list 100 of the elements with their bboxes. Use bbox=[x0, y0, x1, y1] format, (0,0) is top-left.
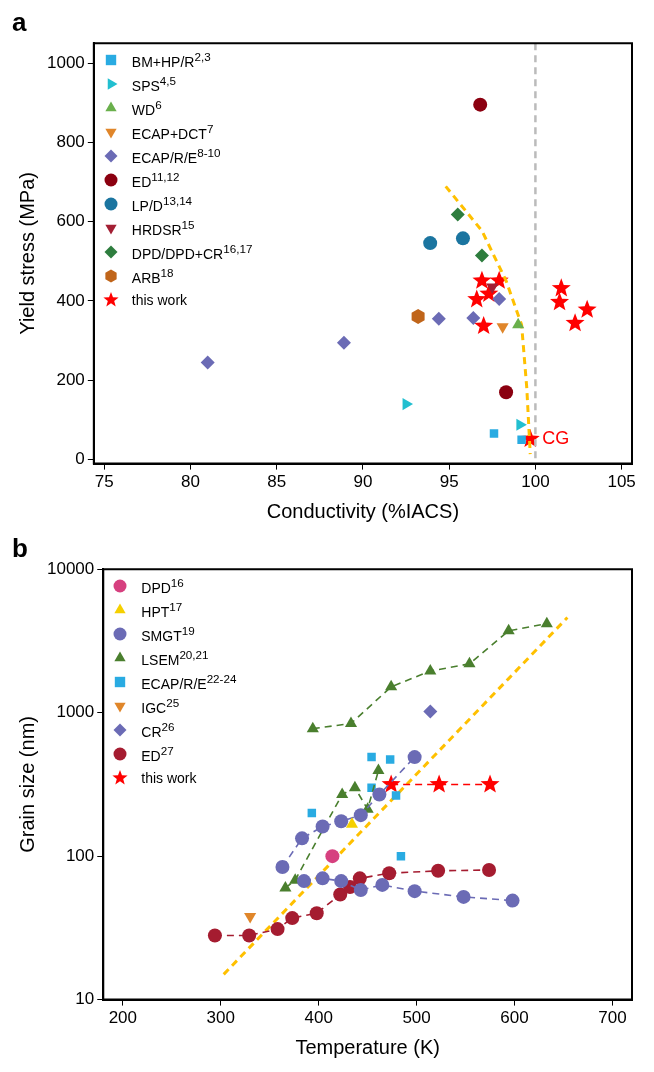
point bbox=[334, 874, 349, 889]
point bbox=[474, 248, 489, 263]
legend-label: WD$^{6}$ bbox=[131, 97, 162, 118]
legend-label: ECAP+DCT$^{7}$ bbox=[131, 121, 214, 142]
point bbox=[315, 819, 330, 834]
point bbox=[424, 664, 437, 675]
point bbox=[466, 311, 481, 326]
point bbox=[423, 704, 438, 719]
chart-title: b bbox=[12, 532, 28, 563]
point bbox=[565, 313, 585, 332]
x-tick-label: 75 bbox=[94, 472, 114, 492]
x-tick-label: 85 bbox=[267, 472, 287, 492]
point bbox=[382, 866, 397, 881]
point bbox=[315, 871, 330, 886]
point bbox=[550, 292, 570, 311]
x-tick-label: 700 bbox=[598, 1008, 627, 1028]
point bbox=[499, 385, 514, 400]
point bbox=[431, 311, 446, 326]
point bbox=[505, 893, 520, 908]
y-axis-title: Yield stress (MPa) bbox=[15, 172, 38, 335]
point bbox=[244, 912, 257, 924]
legend-label: SPS$^{4,5}$ bbox=[131, 73, 177, 94]
point bbox=[270, 922, 285, 937]
y-tick-label: 10000 bbox=[46, 558, 95, 578]
y-tick-label: 400 bbox=[56, 290, 85, 310]
x-tick-label: 105 bbox=[607, 472, 636, 492]
x-axis-title: Temperature (K) bbox=[295, 1035, 440, 1058]
point bbox=[336, 787, 349, 798]
point bbox=[431, 863, 446, 878]
y-tick-label: 800 bbox=[56, 132, 85, 152]
point bbox=[242, 928, 257, 943]
point bbox=[200, 355, 215, 370]
point bbox=[407, 884, 422, 899]
x-axis-title: Conductivity (%IACS) bbox=[266, 499, 460, 522]
legend-label: IGC$^{25}$ bbox=[141, 695, 180, 716]
point bbox=[489, 429, 499, 438]
legend-label: LSEM$^{20,21}$ bbox=[141, 647, 209, 668]
x-tick-label: 300 bbox=[206, 1008, 235, 1028]
y-axis-title: Grain size (nm) bbox=[15, 716, 38, 853]
x-tick-label: 100 bbox=[521, 472, 550, 492]
y-tick-label: 100 bbox=[65, 845, 95, 865]
y-tick-label: 1000 bbox=[46, 52, 85, 72]
point bbox=[577, 299, 597, 318]
point bbox=[474, 315, 494, 335]
point bbox=[372, 763, 385, 775]
point bbox=[551, 278, 571, 297]
legend-label: ECAP/R/E$^{22-24}$ bbox=[141, 671, 237, 692]
point bbox=[306, 721, 319, 733]
point bbox=[333, 887, 348, 902]
point bbox=[295, 831, 310, 846]
point bbox=[512, 317, 525, 329]
point bbox=[540, 616, 553, 628]
chart-title: a bbox=[12, 6, 27, 37]
y-tick-label: 200 bbox=[56, 370, 85, 389]
x-tick-label: 600 bbox=[500, 1008, 529, 1028]
point bbox=[353, 808, 368, 823]
point bbox=[467, 289, 487, 308]
point bbox=[336, 335, 351, 350]
point bbox=[455, 231, 470, 246]
point bbox=[407, 750, 422, 765]
legend-label: SMGT$^{19}$ bbox=[141, 623, 195, 644]
x-tick-label: 90 bbox=[353, 472, 373, 492]
point bbox=[353, 883, 368, 898]
point bbox=[391, 791, 401, 800]
x-tick-label: 500 bbox=[402, 1008, 431, 1028]
point bbox=[275, 860, 290, 874]
point bbox=[345, 817, 359, 828]
legend-label: ED$^{11,12}$ bbox=[131, 169, 180, 190]
legend-label: CR$^{26}$ bbox=[141, 719, 175, 740]
point bbox=[296, 874, 311, 889]
legend-label: DPD$^{16}$ bbox=[141, 575, 184, 596]
x-tick-label: 400 bbox=[304, 1008, 333, 1028]
point bbox=[372, 787, 387, 802]
y-tick-label: 1000 bbox=[56, 702, 95, 722]
x-tick-label: 80 bbox=[180, 472, 200, 492]
legend-label: ARB$^{18}$ bbox=[131, 265, 174, 286]
legend-label: DPD/DPD+CR$^{16,17}$ bbox=[131, 241, 253, 262]
point bbox=[463, 656, 476, 668]
point bbox=[472, 270, 492, 289]
legend-label: BM+HP/R$^{2,3}$ bbox=[131, 49, 211, 70]
legend-label: ECAP/R/E$^{8-10}$ bbox=[131, 145, 221, 166]
point bbox=[450, 207, 465, 222]
point bbox=[285, 911, 300, 926]
point bbox=[456, 889, 471, 904]
x-tick-label: 95 bbox=[439, 472, 459, 492]
point bbox=[352, 871, 367, 886]
point bbox=[429, 774, 449, 793]
x-tick-label: 200 bbox=[108, 1008, 138, 1028]
point bbox=[385, 755, 395, 764]
legend-label: HRDSR$^{15}$ bbox=[131, 217, 195, 238]
y-tick-label: 0 bbox=[75, 449, 85, 469]
point bbox=[207, 928, 222, 943]
point bbox=[517, 435, 526, 445]
point bbox=[325, 849, 340, 864]
point bbox=[480, 774, 500, 793]
point bbox=[423, 236, 438, 251]
point bbox=[385, 679, 398, 691]
legend-label: this work bbox=[131, 291, 188, 308]
legend-label: this work bbox=[141, 769, 197, 786]
point bbox=[492, 292, 507, 307]
